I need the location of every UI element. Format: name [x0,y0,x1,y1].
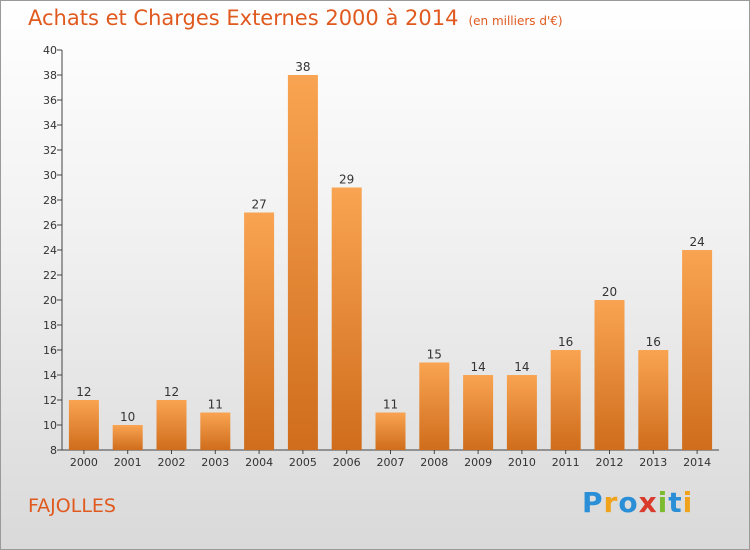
data-label: 10 [120,410,135,424]
chart-subtitle: (en milliers d'€) [468,14,563,28]
logo-letter: x [638,486,658,519]
data-label: 16 [558,335,573,349]
bar-2012 [594,300,625,450]
bar-2010 [506,375,537,450]
chart-title-text: Achats et Charges Externes 2000 à 2014 [28,6,459,30]
y-tick-label: 24 [43,244,57,257]
data-label: 12 [164,385,179,399]
x-tick-label: 2011 [552,456,580,469]
x-tick-label: 2000 [70,456,98,469]
y-tick-label: 34 [43,119,57,132]
x-tick-label: 2012 [596,456,624,469]
y-tick-label: 16 [43,344,57,357]
data-label: 11 [383,398,398,412]
bar-2003 [200,412,231,450]
bar-2014 [682,250,713,450]
data-label: 29 [339,173,354,187]
bar-2008 [419,362,450,450]
data-label: 12 [76,385,91,399]
data-label: 24 [689,235,704,249]
bar-2006 [331,187,362,450]
data-labels: 12 10 12 11 27 38 29 11 15 14 14 16 20 16 24 [76,60,704,424]
y-tick-label: 10 [43,419,57,432]
chart-title: Achats et Charges Externes 2000 à 2014 (e… [28,6,563,30]
x-tick-label: 2008 [420,456,448,469]
data-label: 15 [427,348,442,362]
bar-2009 [463,375,494,450]
x-tick-label: 2009 [464,456,492,469]
y-tick-label: 36 [43,94,57,107]
data-label: 14 [514,360,529,374]
y-tick-label: 40 [43,44,57,57]
x-tick-label: 2014 [683,456,711,469]
x-tick-label: 2001 [114,456,142,469]
bar-2011 [550,350,581,450]
x-tick-label: 2007 [377,456,405,469]
data-label: 11 [208,398,223,412]
x-tick-label: 2013 [639,456,667,469]
x-tick-label: 2010 [508,456,536,469]
y-tick-label: 26 [43,219,57,232]
y-tick-label: 18 [43,319,57,332]
bar-2013 [638,350,669,450]
bar-2007 [375,412,406,450]
y-tick-label: 8 [50,444,57,457]
y-tick-label: 22 [43,269,57,282]
data-label: 38 [295,60,310,74]
data-label: 14 [470,360,485,374]
x-tick-label: 2002 [158,456,186,469]
data-label: 20 [602,285,617,299]
logo-letter: t [668,486,683,519]
bar-2000 [68,400,99,450]
y-tick-label: 38 [43,69,57,82]
data-label: 27 [251,198,266,212]
bar-2004 [244,212,275,450]
x-tick-label: 2003 [201,456,229,469]
logo-letter: r [603,486,619,519]
y-tick-label: 32 [43,144,57,157]
commune-name: FAJOLLES [28,495,116,517]
y-tick-label: 30 [43,169,57,182]
data-label: 16 [646,335,661,349]
bar-2001 [112,425,143,450]
bar-2005 [287,75,318,450]
bar-2002 [156,400,187,450]
y-tick-label: 12 [43,394,57,407]
y-tick-label: 20 [43,294,57,307]
x-tick-label: 2004 [245,456,273,469]
logo-letter: i [657,486,669,519]
x-tick-label: 2005 [289,456,317,469]
bars [68,75,713,450]
logo-letter: o [618,486,639,519]
proxiti-logo: Proxiti [582,486,693,519]
y-tick-label: 28 [43,194,57,207]
y-tick-label: 14 [43,369,57,382]
logo-letter: i [682,486,694,519]
logo-letter: P [582,486,604,519]
x-tick-label: 2006 [333,456,361,469]
